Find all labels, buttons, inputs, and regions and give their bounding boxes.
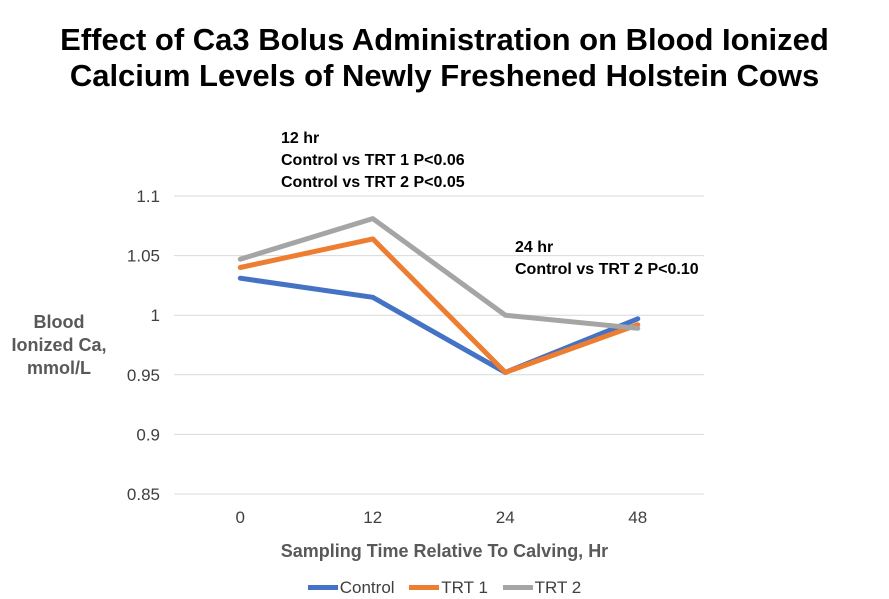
x-axis-label: Sampling Time Relative To Calving, Hr xyxy=(280,541,609,561)
y-axis-label-line-3: mmol/L xyxy=(26,358,91,378)
x-tick-label-3: 48 xyxy=(628,508,647,527)
y-tick-label-0: 0.85 xyxy=(127,485,160,504)
legend-item-trt1: TRT 1 xyxy=(409,578,488,598)
y-tick-label-4: 1.05 xyxy=(127,247,160,266)
legend-label-trt1: TRT 1 xyxy=(441,578,488,597)
y-tick-label-5: 1.1 xyxy=(136,187,160,206)
y-axis-label: Blood Ionized Ca, mmol/L xyxy=(0,311,118,380)
legend-swatch-trt1 xyxy=(409,585,440,591)
y-tick-label-1: 0.9 xyxy=(136,425,160,444)
x-tick-label-2: 24 xyxy=(496,508,515,527)
legend: Control TRT 1 TRT 2 xyxy=(0,578,889,598)
annotation-12hr-line-2: Control vs TRT 1 P<0.06 xyxy=(281,152,465,169)
legend-item-control: Control xyxy=(307,578,395,598)
chart-title: Effect of Ca3 Bolus Administration on Bl… xyxy=(0,22,889,94)
y-tick-label-3: 1 xyxy=(151,306,160,325)
legend-label-trt2: TRT 2 xyxy=(534,578,582,597)
series-line-control xyxy=(237,275,641,375)
series-line-trt1 xyxy=(237,236,641,375)
y-axis-label-line-1: Blood xyxy=(33,312,85,332)
series-line-trt2 xyxy=(237,216,641,331)
annotation-24hr: 24 hr Control vs TRT 2 P<0.10 xyxy=(515,237,699,281)
y-axis-label-line-2: Ionized Ca, xyxy=(11,335,107,355)
y-tick-label-2: 0.95 xyxy=(127,366,160,385)
x-tick-label-1: 12 xyxy=(363,508,382,527)
legend-item-trt2: TRT 2 xyxy=(502,578,582,598)
annotation-12hr: 12 hr Control vs TRT 1 P<0.06 Control vs… xyxy=(281,128,465,194)
legend-swatch-control xyxy=(307,585,338,591)
annotation-24hr-line-2: Control vs TRT 2 P<0.10 xyxy=(515,261,699,278)
legend-swatch-trt2 xyxy=(502,585,533,591)
annotation-12hr-line-3: Control vs TRT 2 P<0.05 xyxy=(281,174,465,191)
annotation-24hr-line-1: 24 hr xyxy=(515,239,554,256)
annotation-12hr-line-1: 12 hr xyxy=(281,130,320,147)
legend-label-control: Control xyxy=(339,578,395,597)
chart-title-line-2: Calcium Levels of Newly Freshened Holste… xyxy=(69,58,820,93)
x-tick-label-0: 0 xyxy=(236,508,245,527)
chart-title-line-1: Effect of Ca3 Bolus Administration on Bl… xyxy=(60,22,829,57)
